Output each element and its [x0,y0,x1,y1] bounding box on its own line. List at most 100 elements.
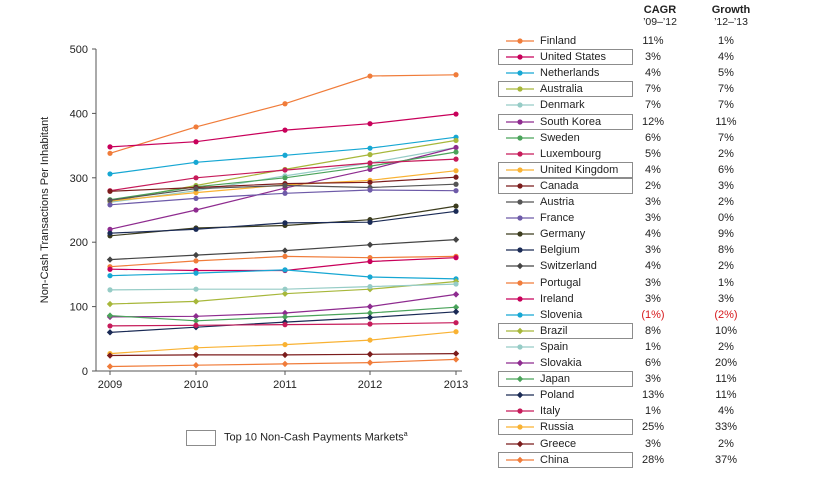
legend-marker [506,98,534,112]
y-axis-label: Non-Cash Transactions Per Inhabitant [39,117,51,304]
data-point-poland [107,329,113,335]
data-point-france [453,188,458,193]
legend-row-united-kingdom: United Kingdom4%6% [498,163,788,177]
data-point-netherlands [107,171,112,176]
legend-row-switzerland: Switzerland4%2% [498,259,788,273]
legend-row-japan: Japan3%11% [498,372,788,386]
legend-label: Australia [540,82,583,96]
legend-label: Austria [540,195,574,209]
data-point-finland [193,124,198,129]
legend-marker [506,115,534,129]
legend-marker-symbol [517,409,522,414]
series-germany [107,204,458,239]
data-point-belgium [193,227,198,232]
data-point-canada [367,180,372,185]
legend-marker-symbol [517,183,522,188]
data-point-slovenia [282,267,287,272]
data-point-ireland [107,267,112,272]
legend-row-sweden: Sweden6%7% [498,131,788,145]
legend-marker [506,82,534,96]
legend-label: Slovakia [540,356,582,370]
legend-marker [506,131,534,145]
data-point-brazil [107,301,113,307]
data-point-greece [193,352,199,358]
legend-label: Brazil [540,324,568,338]
legend-label: Russia [540,420,574,434]
legend-row-greece: Greece3%2% [498,437,788,451]
footnote-text: Top 10 Non-Cash Payments Marketsa [224,431,408,444]
cagr-value: 3% [628,437,678,451]
series-france [107,187,458,207]
series-brazil [107,278,459,307]
data-point-luxembourg [282,167,287,172]
growth-value: 4% [701,50,751,64]
data-point-slovenia [367,274,372,279]
cagr-value: 3% [628,243,678,257]
legend-marker-symbol [517,232,522,237]
growth-value: 11% [701,115,751,129]
series-spain [107,281,458,292]
growth-value: 2% [701,437,751,451]
data-point-portugal [282,254,287,259]
legend-marker [506,211,534,225]
legend-label: Switzerland [540,259,597,273]
legend-marker-symbol [517,392,523,398]
data-point-united-states [367,121,372,126]
legend-label: Slovenia [540,308,582,322]
data-point-switzerland [453,236,459,242]
cagr-value: 3% [628,372,678,386]
x-tick-label: 2009 [98,379,122,391]
growth-value: 5% [701,66,751,80]
legend-marker [506,259,534,273]
data-point-spain [193,287,198,292]
data-point-luxembourg [367,160,372,165]
growth-value: 37% [701,453,751,467]
footnote-box [186,430,216,446]
growth-value: 20% [701,356,751,370]
cagr-value: 3% [628,276,678,290]
legend-label: United Kingdom [540,163,618,177]
growth-value: 2% [701,195,751,209]
legend-marker [506,308,534,322]
cagr-value: 3% [628,195,678,209]
cagr-value: 2% [628,179,678,193]
data-point-italy [282,322,287,327]
data-point-italy [193,323,198,328]
legend-label: Portugal [540,276,581,290]
series-switzerland [107,236,459,262]
header-growth-sub: ’12–’13 [703,16,759,28]
legend-row-denmark: Denmark7%7% [498,98,788,112]
series-greece [107,350,459,358]
legend-marker-symbol [517,135,522,140]
cagr-value: 1% [628,340,678,354]
legend-label: Spain [540,340,568,354]
legend-marker-symbol [517,167,522,172]
legend-label: Sweden [540,131,580,145]
header-growth: Growth ’12–’13 [703,4,759,28]
data-point-south-korea [453,145,458,150]
data-point-united-states [193,139,198,144]
legend-marker-symbol [517,54,522,59]
cagr-value: 25% [628,420,678,434]
legend-row-china: China28%37% [498,453,788,467]
footnote-superscript: a [404,431,408,438]
data-point-greece [453,350,459,356]
data-point-austria [107,198,112,203]
legend-marker-symbol [517,328,523,334]
legend-row-united-states: United States3%4% [498,50,788,64]
data-point-china [453,356,459,362]
growth-value: 1% [701,276,751,290]
legend-label: Denmark [540,98,585,112]
data-point-portugal [193,258,198,263]
data-point-luxembourg [453,157,458,162]
legend-marker [506,50,534,64]
data-point-spain [367,284,372,289]
cagr-value: 13% [628,388,678,402]
data-point-france [367,187,372,192]
legend-marker-symbol [517,425,522,430]
legend-marker [506,453,534,467]
data-point-slovenia [193,271,198,276]
legend-row-luxembourg: Luxembourg5%2% [498,147,788,161]
legend-row-australia: Australia7%7% [498,82,788,96]
chart-lines [107,72,459,370]
